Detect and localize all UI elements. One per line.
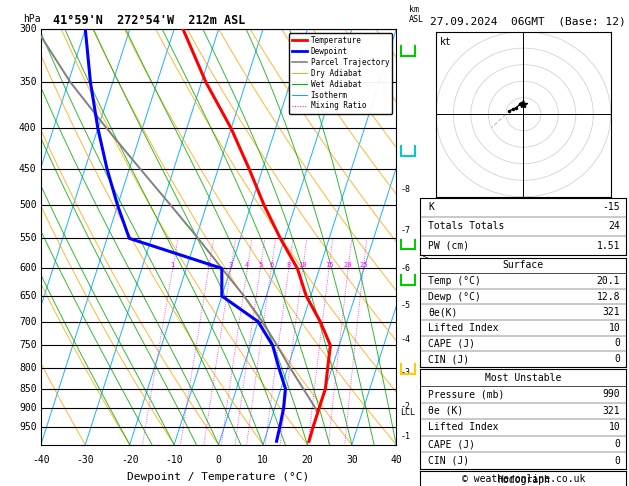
Text: -10: -10	[165, 455, 183, 465]
Text: 0: 0	[615, 439, 620, 449]
Text: 10: 10	[299, 262, 307, 268]
Text: K: K	[428, 202, 434, 212]
Text: 3: 3	[229, 262, 233, 268]
Text: 1.51: 1.51	[597, 241, 620, 251]
Text: 300: 300	[19, 24, 36, 34]
Text: CIN (J): CIN (J)	[428, 456, 470, 466]
Text: 350: 350	[19, 77, 36, 87]
Text: Surface: Surface	[503, 260, 544, 270]
Text: 20.1: 20.1	[597, 276, 620, 286]
Text: 8: 8	[287, 262, 291, 268]
Text: 750: 750	[19, 340, 36, 350]
Text: Lifted Index: Lifted Index	[428, 422, 499, 433]
Text: -3: -3	[401, 368, 411, 377]
Text: 12.8: 12.8	[597, 292, 620, 302]
Text: CAPE (J): CAPE (J)	[428, 439, 476, 449]
Text: 321: 321	[603, 406, 620, 416]
Text: 950: 950	[19, 422, 36, 432]
Text: 600: 600	[19, 263, 36, 274]
Text: CAPE (J): CAPE (J)	[428, 338, 476, 348]
Text: 20: 20	[344, 262, 352, 268]
Text: 6: 6	[269, 262, 274, 268]
Text: -7: -7	[401, 226, 411, 235]
Text: 41°59'N  272°54'W  212m ASL: 41°59'N 272°54'W 212m ASL	[53, 14, 246, 27]
Text: 1: 1	[170, 262, 175, 268]
Text: CIN (J): CIN (J)	[428, 354, 470, 364]
Text: 15: 15	[325, 262, 333, 268]
Text: Mixing Ratio (g/kg): Mixing Ratio (g/kg)	[424, 239, 433, 334]
Text: -6: -6	[401, 264, 411, 274]
Text: -20: -20	[121, 455, 138, 465]
Text: 0: 0	[615, 456, 620, 466]
Legend: Temperature, Dewpoint, Parcel Trajectory, Dry Adiabat, Wet Adiabat, Isotherm, Mi: Temperature, Dewpoint, Parcel Trajectory…	[289, 33, 392, 114]
Text: PW (cm): PW (cm)	[428, 241, 470, 251]
Text: 10: 10	[608, 422, 620, 433]
Text: 27.09.2024  06GMT  (Base: 12): 27.09.2024 06GMT (Base: 12)	[430, 17, 626, 27]
Text: -5: -5	[401, 301, 411, 310]
Text: θe(K): θe(K)	[428, 307, 458, 317]
Text: 4: 4	[245, 262, 250, 268]
Text: km
ASL: km ASL	[409, 5, 424, 24]
Text: Most Unstable: Most Unstable	[485, 373, 562, 382]
Text: -8: -8	[401, 186, 411, 194]
Text: 25: 25	[359, 262, 367, 268]
Text: 5: 5	[259, 262, 262, 268]
Text: 40: 40	[391, 455, 402, 465]
Text: -30: -30	[77, 455, 94, 465]
Text: Dewp (°C): Dewp (°C)	[428, 292, 481, 302]
Text: Totals Totals: Totals Totals	[428, 222, 505, 231]
Text: 990: 990	[603, 389, 620, 399]
Text: kt: kt	[440, 36, 451, 47]
Text: LCL: LCL	[401, 408, 416, 417]
Text: 2: 2	[206, 262, 211, 268]
Text: 550: 550	[19, 233, 36, 243]
Text: 20: 20	[301, 455, 313, 465]
Text: -2: -2	[401, 401, 411, 411]
Text: -15: -15	[603, 202, 620, 212]
Text: 700: 700	[19, 316, 36, 327]
Text: 10: 10	[257, 455, 269, 465]
Text: Lifted Index: Lifted Index	[428, 323, 499, 333]
Text: Temp (°C): Temp (°C)	[428, 276, 481, 286]
Text: 24: 24	[608, 222, 620, 231]
Text: 500: 500	[19, 200, 36, 210]
Text: © weatheronline.co.uk: © weatheronline.co.uk	[462, 473, 585, 484]
Text: Pressure (mb): Pressure (mb)	[428, 389, 505, 399]
Text: hPa: hPa	[23, 14, 41, 24]
Text: 0: 0	[615, 354, 620, 364]
Text: 900: 900	[19, 403, 36, 413]
Text: 650: 650	[19, 291, 36, 301]
Text: θe (K): θe (K)	[428, 406, 464, 416]
Text: Dewpoint / Temperature (°C): Dewpoint / Temperature (°C)	[128, 472, 309, 482]
Text: 450: 450	[19, 164, 36, 174]
Text: 10: 10	[608, 323, 620, 333]
Text: -40: -40	[32, 455, 50, 465]
Text: 800: 800	[19, 363, 36, 373]
Text: 321: 321	[603, 307, 620, 317]
Text: 400: 400	[19, 123, 36, 134]
Text: -4: -4	[401, 335, 411, 344]
Text: 0: 0	[615, 338, 620, 348]
Text: 0: 0	[216, 455, 221, 465]
Text: 30: 30	[346, 455, 358, 465]
Text: 850: 850	[19, 383, 36, 394]
Text: -1: -1	[401, 432, 411, 441]
Text: Hodograph: Hodograph	[497, 475, 550, 485]
